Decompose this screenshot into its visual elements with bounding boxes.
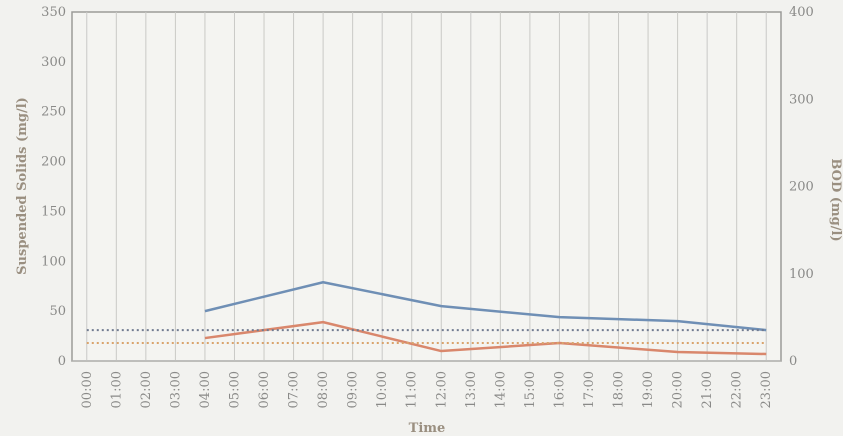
left-tick-label: 50: [49, 304, 66, 319]
x-tick-label: 23:00: [759, 371, 774, 408]
left-tick-label: 200: [41, 155, 66, 170]
left-axis-ticks: 0 50 100 150 200 250 300 350: [41, 5, 66, 369]
x-tick-label: 05:00: [227, 371, 242, 408]
x-tick-label: 12:00: [434, 371, 449, 408]
x-tick-label: 13:00: [464, 371, 479, 408]
x-tick-label: 00:00: [80, 371, 95, 408]
left-tick-label: 100: [41, 254, 66, 269]
x-axis-ticks: 00:00 01:00 02:00 03:00 04:00 05:00 06:00 07:00…: [80, 371, 774, 408]
right-tick-label: 0: [789, 354, 797, 369]
x-tick-label: 11:00: [405, 371, 420, 408]
x-tick-label: 01:00: [109, 371, 124, 408]
x-tick-label: 15:00: [523, 371, 538, 408]
x-tick-label: 18:00: [612, 371, 627, 408]
x-tick-label: 20:00: [671, 371, 686, 408]
x-tick-label: 19:00: [641, 371, 656, 408]
left-tick-label: 250: [41, 105, 66, 120]
x-tick-label: 06:00: [257, 371, 272, 408]
right-tick-label: 200: [789, 180, 814, 195]
x-axis-title: Time: [409, 421, 446, 436]
series-group: [86, 280, 767, 356]
x-tick-label: 21:00: [700, 371, 715, 408]
x-tick-label: 10:00: [375, 371, 390, 408]
x-tick-label: 14:00: [493, 371, 508, 408]
x-tick-label: 08:00: [316, 371, 331, 408]
left-tick-label: 150: [41, 204, 66, 219]
x-tick-label: 22:00: [730, 371, 745, 408]
x-tick-label: 09:00: [346, 371, 361, 408]
left-tick-label: 300: [41, 55, 66, 70]
right-axis-title: BOD (mg/l): [828, 158, 843, 241]
right-axis-ticks: 0 100 200 300 400: [789, 5, 814, 369]
x-tick-label: 17:00: [582, 371, 597, 408]
left-tick-label: 350: [41, 5, 66, 20]
series-line-1: [204, 280, 767, 332]
left-tick-label: 0: [58, 354, 66, 369]
x-tick-label: 03:00: [168, 371, 183, 408]
right-tick-label: 300: [789, 92, 814, 107]
plot-area: [71, 11, 782, 362]
left-axis-title: Suspended Solids (mg/l): [15, 97, 30, 275]
right-tick-label: 400: [789, 5, 814, 20]
series-line-2: [204, 320, 767, 356]
right-tick-label: 100: [789, 267, 814, 282]
grid-lines: [72, 12, 781, 362]
x-tick-label: 02:00: [139, 371, 154, 408]
x-tick-label: 16:00: [552, 371, 567, 408]
x-tick-label: 07:00: [287, 371, 302, 408]
x-tick-label: 04:00: [198, 371, 213, 408]
